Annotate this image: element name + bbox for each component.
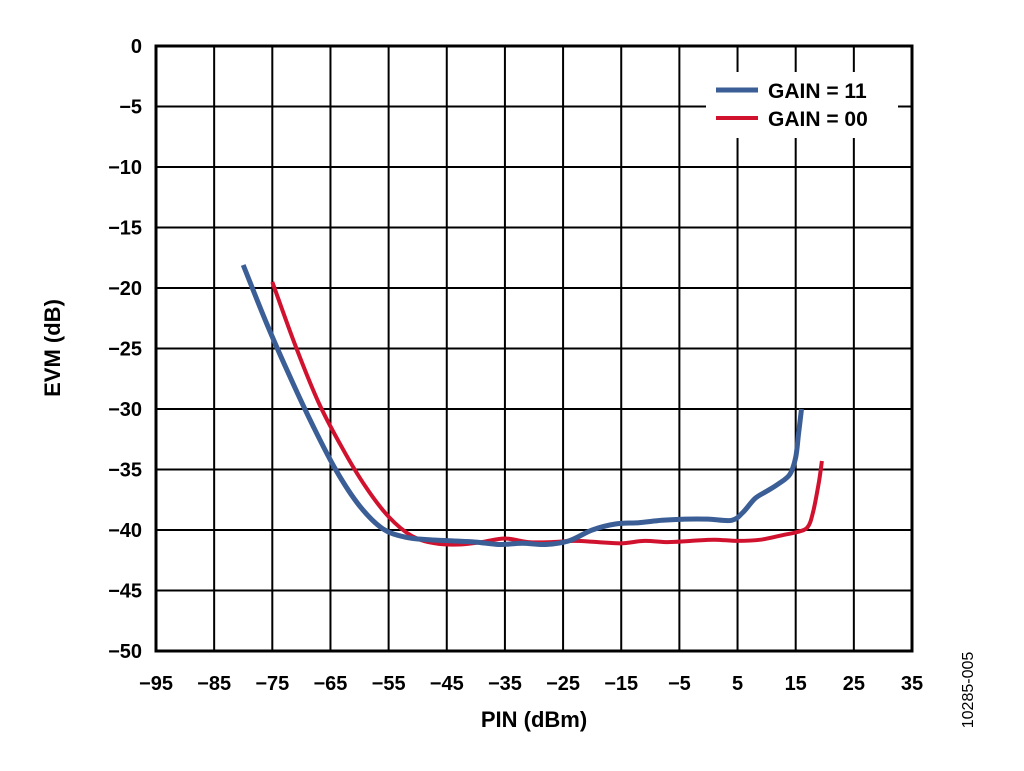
plot-frame (154, 44, 914, 653)
x-tick-label: −85 (197, 673, 231, 695)
y-tick-label: −30 (108, 399, 142, 421)
y-tick-label: −40 (108, 520, 142, 542)
y-tick-label: −10 (108, 157, 142, 179)
x-tick-label: −5 (668, 673, 691, 695)
y-tick-label: −15 (108, 218, 142, 240)
x-tick-label: 25 (843, 673, 865, 695)
x-tick-label: −65 (313, 673, 347, 695)
legend-label-gain-00: GAIN = 00 (768, 108, 868, 131)
y-tick-label: −25 (108, 339, 142, 361)
figure-id: 10285-005 (960, 652, 977, 729)
x-tick-label: −45 (430, 673, 464, 695)
y-tick-label: 0 (131, 36, 142, 58)
x-tick-labels: −95 −85 −75 −65 −55 −45 −35 −25 −15 −5 5 15 25 35 (139, 673, 923, 695)
x-tick-label: −15 (604, 673, 638, 695)
x-tick-label: 35 (901, 673, 923, 695)
y-tick-label: −35 (108, 460, 142, 482)
y-tick-label: −5 (119, 97, 142, 119)
y-tick-label: −45 (108, 581, 142, 603)
series-lines (240, 264, 824, 548)
y-tick-label: −50 (108, 641, 142, 663)
y-tick-label: −20 (108, 278, 142, 300)
legend: GAIN = 11 GAIN = 00 (706, 72, 898, 138)
x-tick-label: −55 (372, 673, 406, 695)
series-line-gain-11 (240, 264, 804, 548)
legend-label-gain-11: GAIN = 11 (768, 80, 867, 103)
x-tick-label: −95 (139, 673, 173, 695)
x-tick-label: 5 (732, 673, 743, 695)
y-axis-title: EVM (dB) (40, 299, 65, 397)
legend-background (706, 72, 898, 138)
x-tick-label: −25 (546, 673, 580, 695)
x-tick-label: −35 (488, 673, 522, 695)
x-tick-label: −75 (255, 673, 289, 695)
x-axis-title: PIN (dBm) (481, 707, 587, 732)
y-tick-labels: 0 −5 −10 −15 −20 −25 −30 −35 −40 −45 −50 (108, 36, 142, 663)
series-line-gain-00 (270, 281, 824, 547)
x-tick-label: 15 (785, 673, 807, 695)
plot-border (154, 44, 914, 653)
